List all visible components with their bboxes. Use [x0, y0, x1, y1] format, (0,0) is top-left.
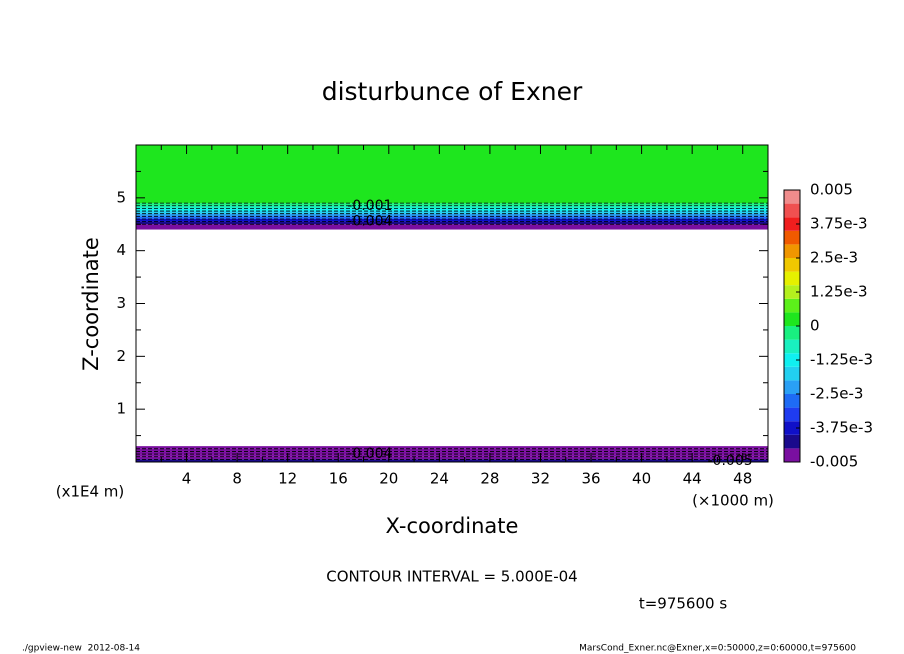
y-tick-label: 4 [116, 241, 126, 259]
footer-right: MarsCond_Exner.nc@Exner,x=0:50000,z=0:60… [579, 644, 856, 654]
field-layer [136, 454, 768, 457]
field-layer [136, 218, 768, 222]
field-layer [136, 448, 768, 452]
colorbar-band [784, 271, 800, 286]
x-tick-label: 28 [480, 470, 499, 488]
x-tick-label: 12 [278, 470, 297, 488]
colorbar-band [784, 421, 800, 435]
field-layer [136, 221, 768, 225]
field-layer [136, 203, 768, 206]
contour-label: -0.005 [708, 453, 753, 469]
colorbar-band [784, 258, 800, 272]
colorbar-band [784, 230, 800, 245]
x-axis-label: X-coordinate [386, 514, 519, 538]
y-tick-label: 3 [116, 294, 126, 312]
colorbar-band [784, 353, 800, 367]
field-layer [136, 446, 768, 449]
colorbar-band [784, 298, 800, 313]
x-tick-label: 24 [430, 470, 449, 488]
colorbar-band [784, 394, 800, 408]
y-tick-label: 2 [116, 347, 126, 365]
x-tick-label: 48 [733, 470, 752, 488]
y-unit: (x1E4 m) [56, 483, 125, 501]
colorbar-band [784, 380, 800, 394]
y-tick-label: 5 [116, 188, 126, 206]
field-layer [136, 145, 768, 204]
x-tick-label: 44 [683, 470, 702, 488]
colorbar-tick-label: 0.005 [810, 181, 853, 199]
x-tick-label: 36 [581, 470, 600, 488]
field-layer [136, 211, 768, 214]
colorbar-band [784, 434, 800, 449]
field-layer [136, 459, 768, 462]
x-tick-label: 32 [531, 470, 550, 488]
colorbar-tick-label: -3.75e-3 [810, 419, 873, 437]
contour-label: -0.004 [347, 214, 392, 230]
colorbar-band [784, 244, 800, 258]
field-layer [136, 213, 768, 217]
colorbar-band [784, 285, 800, 299]
chart-title: disturbunce of Exner [322, 77, 583, 106]
field-layer [136, 208, 768, 212]
colorbar-band [784, 448, 800, 462]
time-label: t=975600 s [639, 595, 727, 613]
field-layer [136, 456, 768, 460]
colorbar-band [784, 407, 800, 422]
x-tick-label: 20 [379, 470, 398, 488]
colorbar-band [784, 326, 800, 340]
colorbar-band [784, 190, 800, 204]
field-layer [136, 451, 768, 455]
contour-interval: CONTOUR INTERVAL = 5.000E-04 [326, 568, 577, 586]
colorbar-band [784, 203, 800, 218]
x-tick-label: 16 [329, 470, 348, 488]
colorbar-tick-label: -2.5e-3 [810, 385, 863, 403]
colorbar-tick-label: 2.5e-3 [810, 249, 858, 267]
field-layer [136, 216, 768, 219]
contour-label: -0.004 [347, 446, 392, 462]
x-tick-label: 40 [632, 470, 651, 488]
colorbar-tick-label: 3.75e-3 [810, 215, 868, 233]
colorbar-band [784, 217, 800, 231]
colorbar-band [784, 312, 800, 326]
colorbar-tick-label: -0.005 [810, 453, 858, 471]
field-layer [136, 205, 768, 209]
x-tick-label: 4 [182, 470, 192, 488]
colorbar-band [784, 366, 800, 381]
colorbar-band [784, 339, 800, 354]
y-tick-label: 1 [116, 400, 126, 418]
y-axis-label: Z-coordinate [79, 237, 103, 371]
x-unit: (×1000 m) [692, 492, 774, 510]
x-tick-label: 8 [232, 470, 242, 488]
footer-left: ./gpview-new 2012-08-14 [22, 644, 140, 654]
colorbar-tick-label: 1.25e-3 [810, 283, 868, 301]
colorbar-tick-label: 0 [810, 317, 820, 335]
contour-label: -0.001 [347, 198, 392, 214]
field-layer [136, 224, 768, 230]
colorbar-tick-label: -1.25e-3 [810, 351, 873, 369]
